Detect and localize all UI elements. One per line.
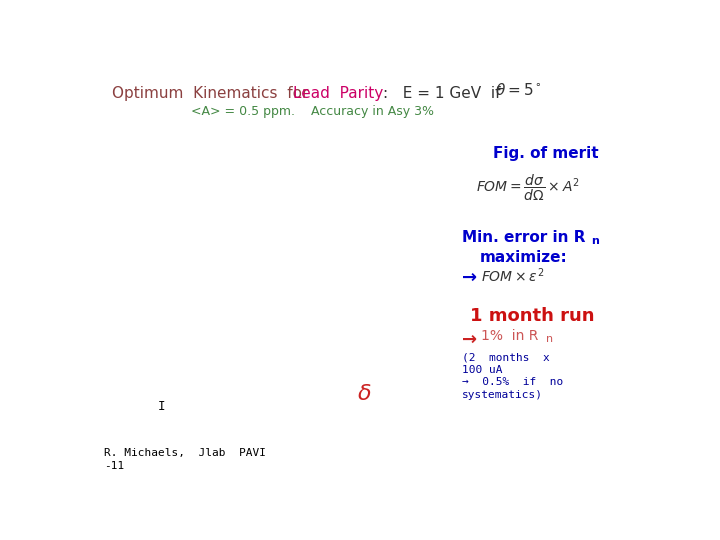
Text: (2  months  x: (2 months x [462, 353, 550, 363]
Text: Lead  Parity: Lead Parity [293, 86, 383, 102]
Text: I: I [158, 400, 166, 413]
Text: →: → [462, 330, 477, 348]
Text: $FOM \times \varepsilon^2$: $FOM \times \varepsilon^2$ [482, 267, 544, 285]
Text: :   E = 1 GeV  if: : E = 1 GeV if [383, 86, 510, 102]
Text: -11: -11 [104, 461, 125, 470]
Text: 100 uA: 100 uA [462, 365, 503, 375]
Text: Fig. of merit: Fig. of merit [493, 146, 598, 161]
Text: 1 month run: 1 month run [469, 307, 594, 325]
Text: maximize:: maximize: [480, 249, 567, 265]
Text: 1%  in R: 1% in R [482, 329, 539, 343]
Text: <A> = 0.5 ppm.    Accuracy in Asy 3%: <A> = 0.5 ppm. Accuracy in Asy 3% [191, 105, 433, 118]
Text: $FOM = \dfrac{d\sigma}{d\Omega} \times A^2$: $FOM = \dfrac{d\sigma}{d\Omega} \times A… [476, 173, 580, 203]
Text: R. Michaels,  Jlab  PAVI: R. Michaels, Jlab PAVI [104, 448, 266, 458]
Text: systematics): systematics) [462, 390, 543, 400]
Text: Optimum  Kinematics  for: Optimum Kinematics for [112, 86, 318, 102]
Text: Min. error in R: Min. error in R [462, 231, 585, 245]
Text: →  0.5%  if  no: → 0.5% if no [462, 377, 563, 387]
Text: n: n [546, 334, 553, 345]
Text: →: → [462, 269, 477, 287]
Text: $\delta$: $\delta$ [357, 384, 372, 404]
Text: n: n [590, 236, 598, 246]
Text: $\theta = 5^\circ$: $\theta = 5^\circ$ [495, 82, 542, 98]
